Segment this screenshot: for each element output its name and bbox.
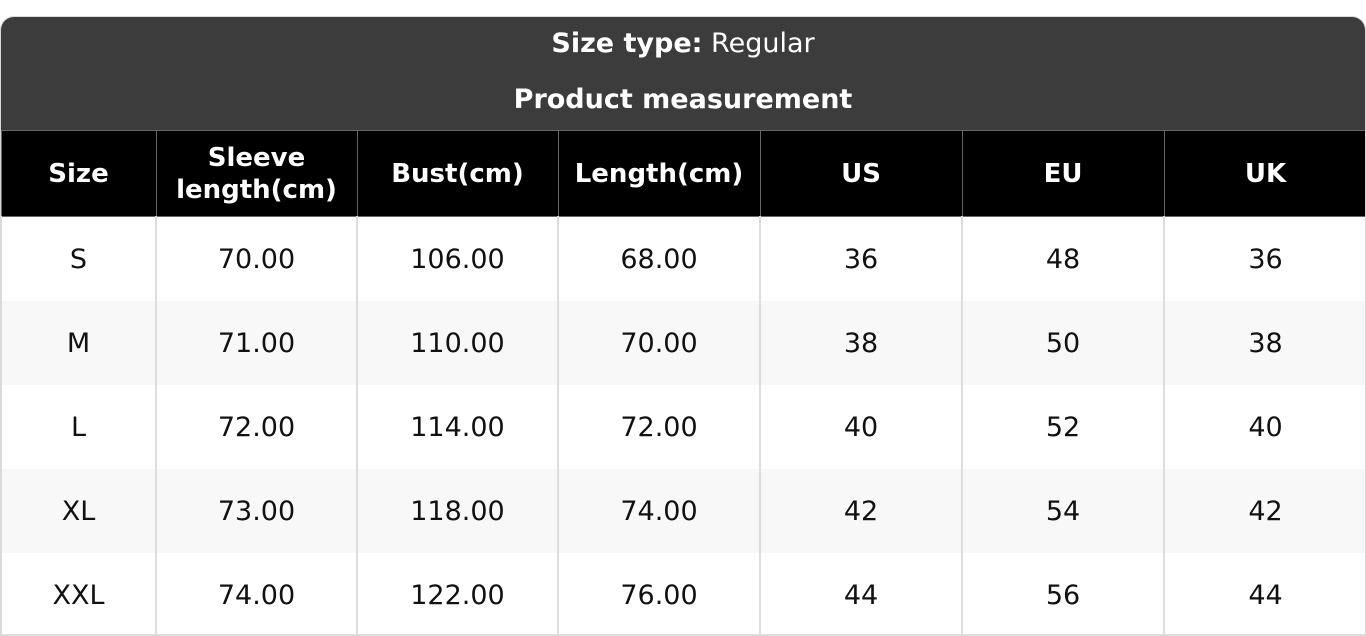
table-cell: 50: [961, 301, 1165, 385]
table-cell: 44: [759, 553, 963, 634]
table-row: L 72.00 114.00 72.00 40 52 40: [1, 385, 1365, 469]
table-cell: XL: [1, 469, 157, 553]
table-cell: S: [1, 216, 157, 301]
table-cell: 40: [1163, 385, 1365, 469]
table-cell: 40: [759, 385, 963, 469]
table-cell: 122.00: [356, 553, 559, 634]
column-header: Sleeve length(cm): [155, 130, 358, 217]
table-cell: 114.00: [356, 385, 559, 469]
table-cell: L: [1, 385, 157, 469]
table-cell: 38: [1163, 301, 1365, 385]
table-cell: 70.00: [557, 301, 761, 385]
table-cell: 56: [961, 553, 1165, 634]
table-cell: 72.00: [557, 385, 761, 469]
table-cell: 42: [759, 469, 963, 553]
table-cell: 76.00: [557, 553, 761, 634]
table-cell: 70.00: [155, 216, 358, 301]
table-row: M 71.00 110.00 70.00 38 50 38: [1, 301, 1365, 385]
column-header: UK: [1163, 130, 1365, 217]
size-type-label: Size type:: [551, 28, 703, 59]
table-cell: 36: [1163, 216, 1365, 301]
table-cell: 74.00: [155, 553, 358, 634]
table-row: XXL 74.00 122.00 76.00 44 56 44: [1, 553, 1365, 634]
column-header: Size: [1, 130, 157, 217]
size-type-value: Regular: [711, 28, 815, 59]
table-cell: 110.00: [356, 301, 559, 385]
chart-title-area: Size type: Regular Product measurement: [1, 17, 1365, 130]
table-cell: 71.00: [155, 301, 358, 385]
table-row: XL 73.00 118.00 74.00 42 54 42: [1, 469, 1365, 553]
column-header: Length(cm): [557, 130, 761, 217]
table-cell: 36: [759, 216, 963, 301]
table-cell: 68.00: [557, 216, 761, 301]
table-cell: 44: [1163, 553, 1365, 634]
table-cell: 74.00: [557, 469, 761, 553]
table-cell: 52: [961, 385, 1165, 469]
table-cell: 38: [759, 301, 963, 385]
table-cell: 106.00: [356, 216, 559, 301]
table-cell: XXL: [1, 553, 157, 634]
table-cell: 73.00: [155, 469, 358, 553]
table-cell: 72.00: [155, 385, 358, 469]
column-header: Bust(cm): [356, 130, 559, 217]
size-type: Size type: Regular: [1, 17, 1365, 61]
measurement-table: Size Sleeve length(cm) Bust(cm) Length(cm) U…: [1, 130, 1365, 634]
table-row: S 70.00 106.00 68.00 36 48 36: [1, 216, 1365, 301]
table-cell: 48: [961, 216, 1165, 301]
header-row: Size Sleeve length(cm) Bust(cm) Length(cm) U…: [1, 130, 1365, 217]
table-cell: 54: [961, 469, 1165, 553]
table-cell: 42: [1163, 469, 1365, 553]
column-header: EU: [961, 130, 1165, 217]
subtitle: Product measurement: [513, 84, 853, 115]
table-cell: 118.00: [356, 469, 559, 553]
table-cell: M: [1, 301, 157, 385]
size-chart: Size type: Regular Product measurement S…: [0, 16, 1366, 636]
column-header: US: [759, 130, 963, 217]
